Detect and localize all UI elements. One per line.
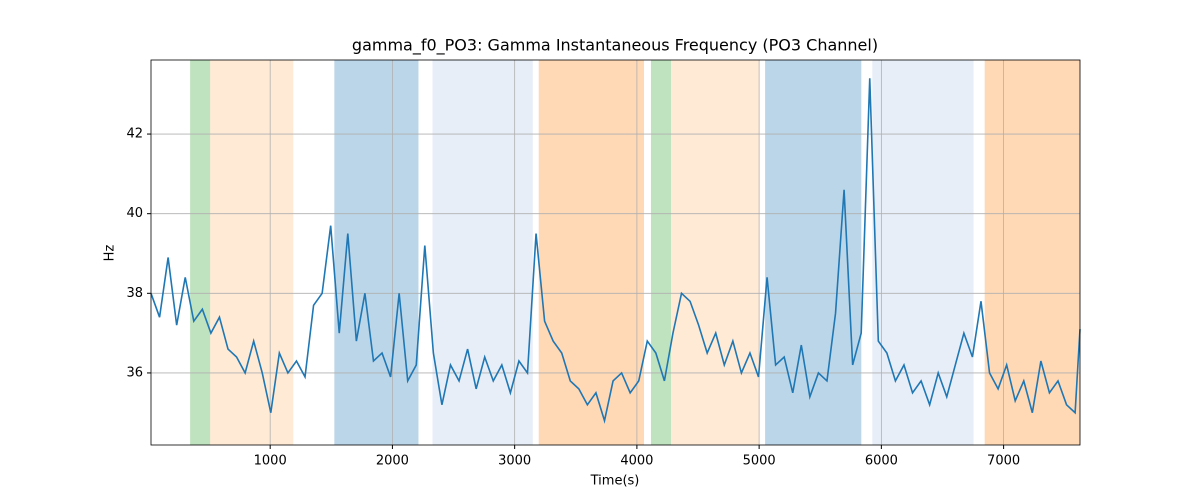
highlight-span: [670, 60, 760, 445]
x-tick-label: 7000: [987, 454, 1020, 469]
highlight-span: [432, 60, 533, 445]
highlight-span: [190, 60, 211, 445]
highlight-span: [334, 60, 419, 445]
x-tick-label: 4000: [620, 454, 653, 469]
chart-title: gamma_f0_PO3: Gamma Instantaneous Freque…: [352, 36, 878, 56]
x-axis-label: Time(s): [590, 474, 640, 489]
data-line: [150, 78, 1081, 424]
x-tick-label: 2000: [376, 454, 409, 469]
x-tick-label: 6000: [865, 454, 898, 469]
plot-frame: [150, 59, 1081, 446]
highlight-span: [538, 60, 644, 445]
highlight-span: [210, 60, 294, 445]
highlight-span: [765, 60, 862, 445]
x-tick-label: 3000: [498, 454, 531, 469]
x-tick-label: 1000: [254, 454, 287, 469]
y-tick-label: 42: [126, 127, 143, 142]
y-tick-label: 36: [126, 365, 143, 380]
x-tick-label: 5000: [743, 454, 776, 469]
highlight-span: [872, 60, 974, 445]
highlight-span: [650, 60, 671, 445]
y-tick-label: 38: [126, 286, 143, 301]
y-axis-label: Hz: [103, 245, 118, 262]
y-tick-label: 40: [126, 206, 143, 221]
